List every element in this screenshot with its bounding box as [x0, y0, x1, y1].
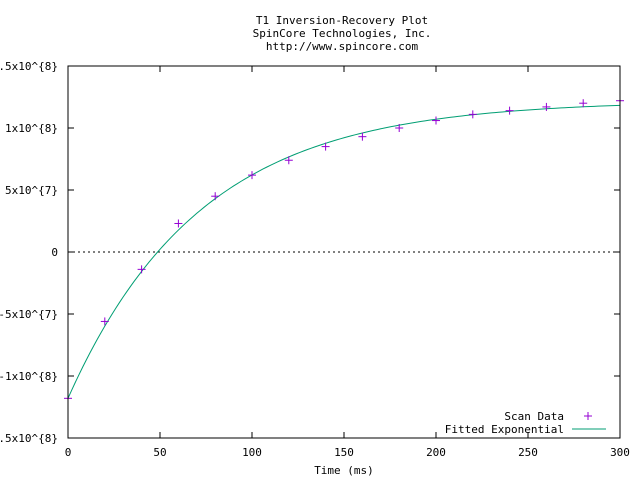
legend-marker-scan-data	[584, 412, 592, 420]
title-line: SpinCore Technologies, Inc.	[253, 27, 432, 40]
y-tick-label: 1x10^{8}	[5, 122, 58, 135]
title-line: http://www.spincore.com	[266, 40, 419, 53]
data-point	[395, 124, 404, 132]
x-tick-label: 0	[65, 446, 72, 459]
data-point	[542, 102, 551, 111]
y-tick-label: 0	[51, 246, 58, 259]
title-line: T1 Inversion-Recovery Plot	[256, 14, 428, 27]
x-tick-label: 200	[426, 446, 446, 459]
scan-data-series	[64, 96, 624, 403]
data-point	[284, 156, 293, 165]
y-tick-label: -5x10^{7}	[0, 308, 58, 321]
x-tick-label: 250	[518, 446, 538, 459]
data-point	[505, 106, 514, 115]
data-point	[321, 142, 330, 151]
data-point	[174, 219, 183, 228]
legend-label-fitted: Fitted Exponential	[445, 423, 564, 436]
data-point	[248, 171, 256, 180]
data-point	[211, 192, 220, 201]
data-point	[137, 265, 146, 274]
x-axis-label: Time (ms)	[314, 464, 374, 477]
fit-line	[67, 104, 621, 399]
data-point	[579, 99, 588, 108]
x-tick-label: 150	[334, 446, 354, 459]
x-axis: 0 50 100 150 200 250 300	[65, 66, 630, 459]
x-tick-label: 50	[153, 446, 166, 459]
data-point	[432, 116, 440, 125]
y-axis: 1.5x10^{8} 1x10^{8} 5x10^{7} 0 -5x10^{7} -1x1…	[0, 60, 620, 445]
y-tick-label: 5x10^{7}	[5, 184, 58, 197]
y-tick-label: 1.5x10^{8}	[0, 60, 58, 73]
data-point	[468, 110, 477, 119]
data-point	[358, 132, 367, 141]
fitted-series	[67, 104, 621, 399]
x-tick-label: 300	[610, 446, 630, 459]
y-tick-label: -1x10^{8}	[0, 370, 58, 383]
data-point	[100, 317, 109, 326]
y-tick-label: -1.5x10^{8}	[0, 432, 58, 445]
legend-label-scan-data: Scan Data	[504, 410, 564, 423]
x-tick-label: 100	[242, 446, 262, 459]
